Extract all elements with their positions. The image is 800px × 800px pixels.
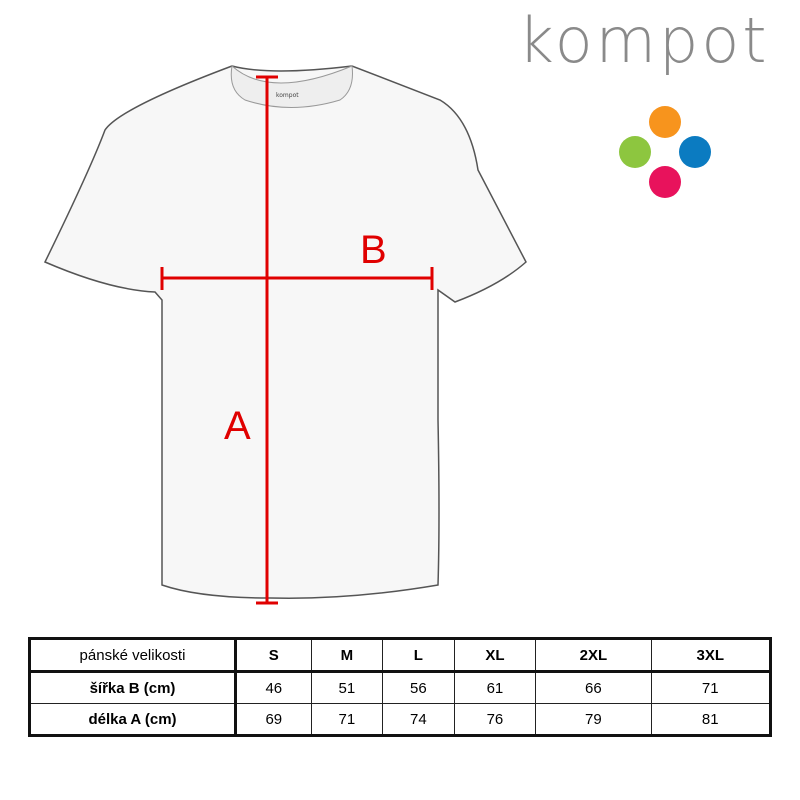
table-cell: 79 [535,703,652,736]
table-cell: 46 [235,670,312,704]
header-cell: 2XL [535,638,652,672]
row-label: šířka B (cm) [29,670,237,704]
label-a: A [224,404,251,448]
table-cell: 74 [382,703,455,736]
header-cell: M [310,638,384,672]
tshirt-body [43,65,527,599]
label-b: B [360,228,387,272]
logo-dot-green [619,136,651,168]
table-cell: 71 [650,670,772,704]
header-cell: 3XL [650,638,772,672]
neck-label: kompot [276,92,299,99]
tshirt-illustration: kompot [43,65,527,605]
size-table: pánské velikosti S M L XL 2XL 3XL šířka … [28,637,772,737]
table-row: šířka B (cm) 46 51 56 61 66 71 [29,670,772,704]
table-row: délka A (cm) 69 71 74 76 79 81 [29,703,772,736]
header-cell: XL [453,638,537,672]
header-cell: S [235,638,312,672]
table-header-row: pánské velikosti S M L XL 2XL 3XL [29,638,772,672]
table-cell: 51 [310,670,384,704]
logo-dot-orange [649,106,681,138]
logo-dot-pink [649,166,681,198]
table-cell: 61 [453,670,537,704]
tshirt-collar [230,65,353,108]
table-cell: 81 [650,703,772,736]
table-cell: 69 [235,703,312,736]
kompot-logo: kompot [518,4,770,77]
header-cell: L [382,638,455,672]
header-cell: pánské velikosti [29,638,237,672]
table-cell: 66 [535,670,652,704]
table-cell: 76 [453,703,537,736]
logo-dot-blue [679,136,711,168]
table-cell: 71 [310,703,384,736]
row-label: délka A (cm) [29,703,237,736]
table-cell: 56 [382,670,455,704]
